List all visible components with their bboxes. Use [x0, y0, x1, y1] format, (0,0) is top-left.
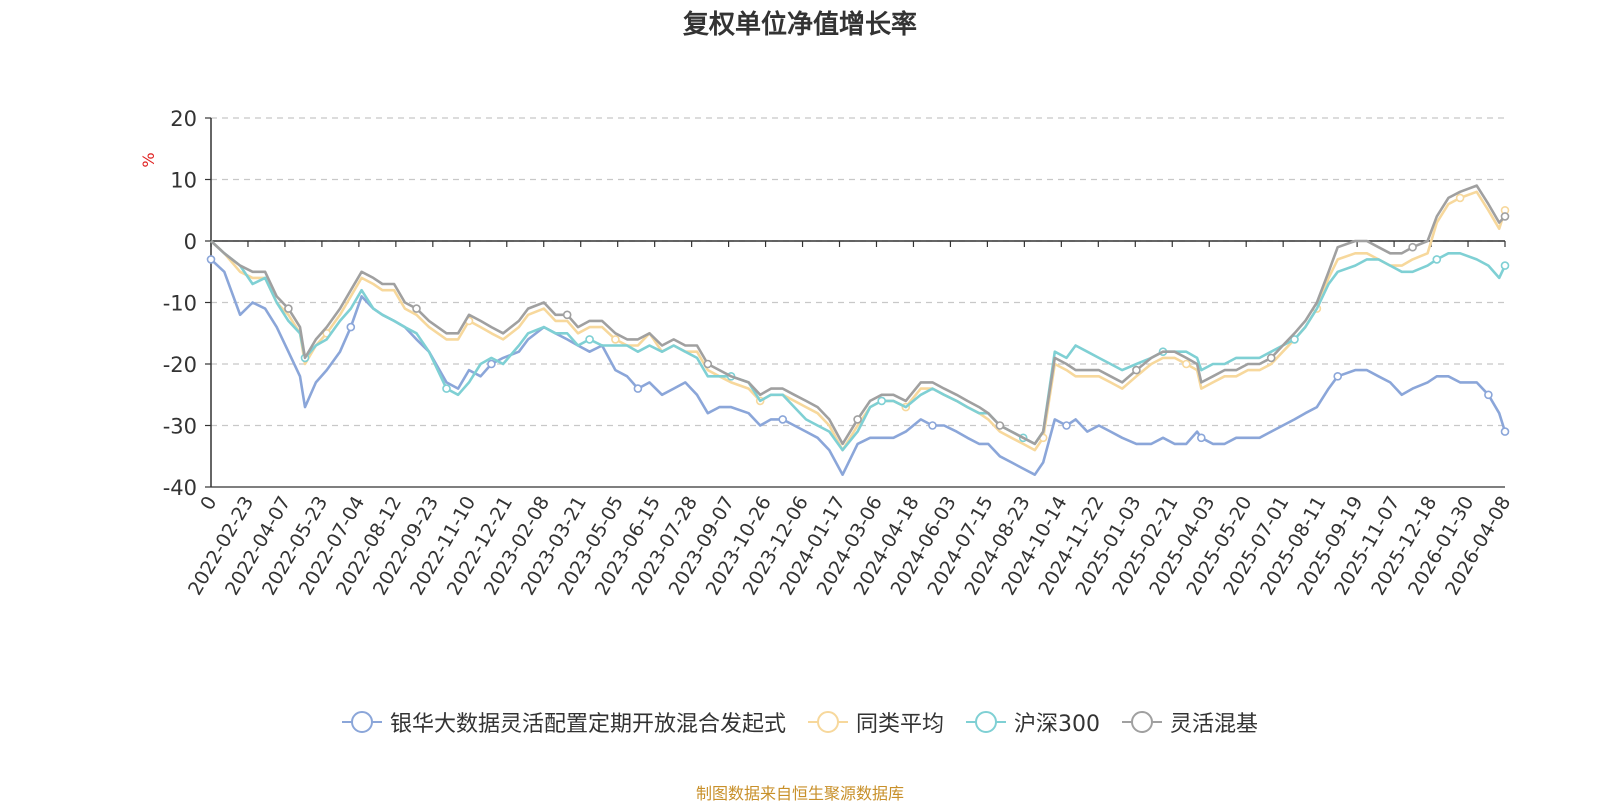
data-point-marker	[585, 335, 594, 344]
data-point-marker	[487, 359, 496, 369]
data-point-marker	[1333, 371, 1342, 381]
data-point-marker	[206, 255, 216, 264]
series-line-4	[210, 184, 1506, 446]
axes	[205, 117, 1506, 488]
legend-line-icon	[1122, 711, 1162, 733]
data-point-marker	[995, 421, 1005, 430]
legend-circle-icon	[975, 711, 997, 733]
data-point-marker	[1132, 365, 1141, 375]
data-point-marker	[611, 335, 620, 344]
legend-item[interactable]: 沪深300	[966, 706, 1100, 738]
y-tick-label: 20	[170, 107, 197, 131]
data-source-note: 制图数据来自恒生聚源数据库	[695, 784, 904, 803]
series-lines	[206, 184, 1510, 477]
data-point-marker	[562, 310, 572, 320]
y-tick-label: -40	[163, 476, 197, 500]
grid-lines	[211, 117, 1505, 427]
data-point-marker	[346, 322, 356, 332]
data-point-marker	[1266, 353, 1276, 363]
legend-line-icon	[807, 711, 848, 733]
data-point-marker	[1500, 261, 1510, 270]
legend-item[interactable]: 灵活混基	[1122, 706, 1258, 738]
y-tick-label: -10	[163, 292, 197, 316]
y-axis-unit-label: %	[139, 152, 158, 167]
data-point-marker	[877, 396, 887, 406]
data-point-marker	[1197, 433, 1206, 443]
data-point-marker	[284, 304, 293, 313]
data-point-marker	[442, 384, 451, 393]
legend-line-icon	[341, 711, 382, 733]
data-point-marker	[853, 415, 862, 424]
data-point-marker	[1432, 255, 1442, 264]
legend-circle-icon	[816, 711, 839, 733]
data-point-marker	[1455, 193, 1465, 203]
y-tick-label: -30	[163, 415, 197, 439]
x-tick-label: 0	[196, 493, 221, 514]
data-point-marker	[1062, 421, 1071, 430]
legend-item[interactable]: 银华大数据灵活配置定期开放混合发起式	[341, 706, 786, 738]
legend-item[interactable]: 同类平均	[807, 706, 944, 738]
legend-circle-icon	[350, 711, 373, 733]
data-point-marker	[928, 421, 937, 430]
series-line-1	[210, 258, 1507, 477]
data-point-marker	[1500, 427, 1510, 436]
data-point-marker	[1500, 212, 1510, 221]
legend-label: 沪深300	[1014, 712, 1100, 737]
data-point-marker	[703, 359, 713, 369]
legend-label: 同类平均	[855, 712, 944, 737]
legend-circle-icon	[1131, 711, 1153, 733]
data-point-marker	[633, 384, 643, 393]
legend: 银华大数据灵活配置定期开放混合发起式 同类平均 沪深300 灵活混基	[0, 704, 1600, 740]
y-tick-label: 0	[184, 230, 197, 254]
series-line-3	[210, 240, 1507, 452]
data-point-marker	[1290, 335, 1299, 344]
axis-labels: 20100-10-20-30-4002022-02-232022-04-0720…	[163, 107, 1516, 599]
data-point-marker	[412, 304, 421, 313]
data-point-marker	[1484, 390, 1493, 400]
y-tick-label: -20	[163, 353, 197, 377]
legend-label: 银华大数据灵活配置定期开放混合发起式	[389, 712, 786, 737]
data-point-marker	[778, 415, 788, 424]
chart-title: 复权单位净值增长率	[682, 10, 917, 40]
y-tick-label: 10	[170, 169, 197, 193]
data-point-marker	[1182, 359, 1191, 369]
data-point-marker	[1408, 242, 1417, 252]
legend-line-icon	[966, 711, 1006, 733]
legend-label: 灵活混基	[1170, 712, 1259, 737]
